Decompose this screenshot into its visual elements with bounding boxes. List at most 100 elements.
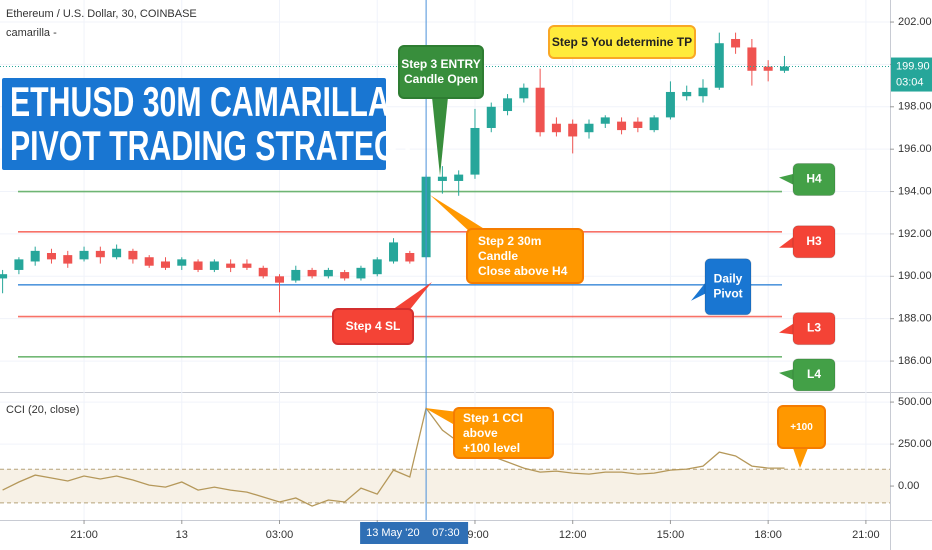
y-tick-label: 500.00 (898, 396, 932, 408)
level-label: Pivot (713, 286, 742, 300)
y-tick-label: 188.00 (898, 313, 932, 325)
crosshair-time: 07:30 (432, 527, 460, 539)
price-axis-bg (890, 0, 932, 550)
cci-band (0, 469, 890, 503)
x-tick-label: 12:00 (559, 529, 587, 541)
indicator-name: camarilla - (6, 27, 57, 39)
candle-body (551, 123, 561, 133)
candle-body (95, 250, 105, 258)
candle-body (372, 259, 382, 275)
candle-body (568, 123, 578, 137)
candle-body (649, 117, 659, 131)
cci-title: CCI (20, close) (6, 404, 80, 416)
level-pointer (779, 173, 795, 186)
y-tick-label: 190.00 (898, 270, 932, 282)
candle-body (470, 127, 480, 175)
candle-body (633, 121, 643, 128)
level-pointer (779, 235, 795, 248)
level-label: L3 (807, 321, 821, 335)
level-label: L4 (807, 367, 821, 381)
candle-body (30, 250, 40, 262)
candle-body (144, 257, 154, 266)
candle-body (323, 269, 333, 277)
level-note: +100 (777, 405, 826, 449)
y-tick-label: 250.00 (898, 438, 932, 450)
candle-body (112, 248, 122, 258)
level-box (704, 258, 752, 316)
y-tick-label: 194.00 (898, 185, 932, 197)
pointer (430, 195, 486, 232)
candle-body (79, 250, 89, 260)
candle-body (340, 272, 350, 279)
candle-body (617, 121, 627, 131)
y-tick-label: 196.00 (898, 143, 932, 155)
candle-body (779, 66, 789, 71)
candle-body (389, 242, 399, 262)
level-pointer (779, 368, 795, 381)
candle-body (209, 261, 219, 270)
y-tick-label: 202.00 (898, 16, 932, 28)
level-label: H4 (806, 172, 822, 186)
last-price-tag (891, 57, 932, 92)
candle-body (0, 274, 8, 279)
candle-body (600, 117, 610, 124)
level-label: Daily (714, 271, 743, 285)
y-tick-label: 186.00 (898, 355, 932, 367)
candle-body (405, 252, 415, 262)
candle-body (14, 259, 24, 270)
pointer (425, 408, 460, 428)
candle-body (242, 263, 252, 268)
symbol-title: Ethereum / U.S. Dollar, 30, COINBASE (6, 8, 197, 20)
level-box (792, 312, 836, 346)
x-tick-label: 18:00 (754, 529, 782, 541)
y-tick-label: 192.00 (898, 228, 932, 240)
level-box (792, 163, 836, 197)
pointer (793, 448, 808, 468)
x-tick-label: 21:00 (852, 529, 880, 541)
pointer (432, 97, 448, 176)
candle-body (258, 267, 268, 277)
crosshair-tag (360, 522, 469, 544)
candle-body (763, 66, 773, 71)
step2-note: Step 2 30m Candle Close above H4 (466, 228, 584, 284)
candle-body (128, 250, 138, 260)
pointer (392, 282, 432, 312)
candle-body (584, 123, 594, 133)
level-pointer (691, 280, 707, 301)
candle-body (160, 261, 170, 268)
step5-note: Step 5 You determine TP (548, 25, 696, 59)
candle-body (454, 174, 464, 181)
countdown-label: 03:04 (896, 76, 924, 88)
candle-body (437, 176, 447, 181)
candle-body (307, 269, 317, 277)
level-label: H3 (806, 234, 822, 248)
candle-body (682, 91, 692, 97)
level-pointer (779, 322, 795, 335)
candle-body (535, 87, 545, 133)
candle-body (275, 276, 285, 283)
step1-note: Step 1 CCI above +100 level (453, 407, 554, 459)
step3-note: Step 3 ENTRY Candle Open (398, 45, 484, 99)
candle-body (193, 261, 203, 270)
candle-body (291, 269, 301, 281)
cci-line (2, 406, 785, 507)
last-price-label: 199.90 (896, 60, 930, 72)
y-tick-label: 0.00 (898, 480, 919, 492)
x-tick-label: 21:00 (70, 529, 98, 541)
candle-body (486, 106, 496, 128)
candle-body (747, 47, 757, 71)
x-tick-label: 15:00 (657, 529, 685, 541)
headline: ETHUSD 30M CAMARILLA PIVOT TRADING STRAT… (10, 78, 418, 169)
candle-body (356, 267, 366, 279)
headline-box: ETHUSD 30M CAMARILLA PIVOT TRADING STRAT… (2, 78, 418, 170)
level-box (792, 358, 836, 392)
candle-body (46, 252, 56, 260)
candle-body (503, 98, 513, 112)
candle-body (226, 263, 236, 268)
crosshair-date: 13 May '20 (366, 527, 419, 539)
step4-note: Step 4 SL (332, 308, 414, 345)
